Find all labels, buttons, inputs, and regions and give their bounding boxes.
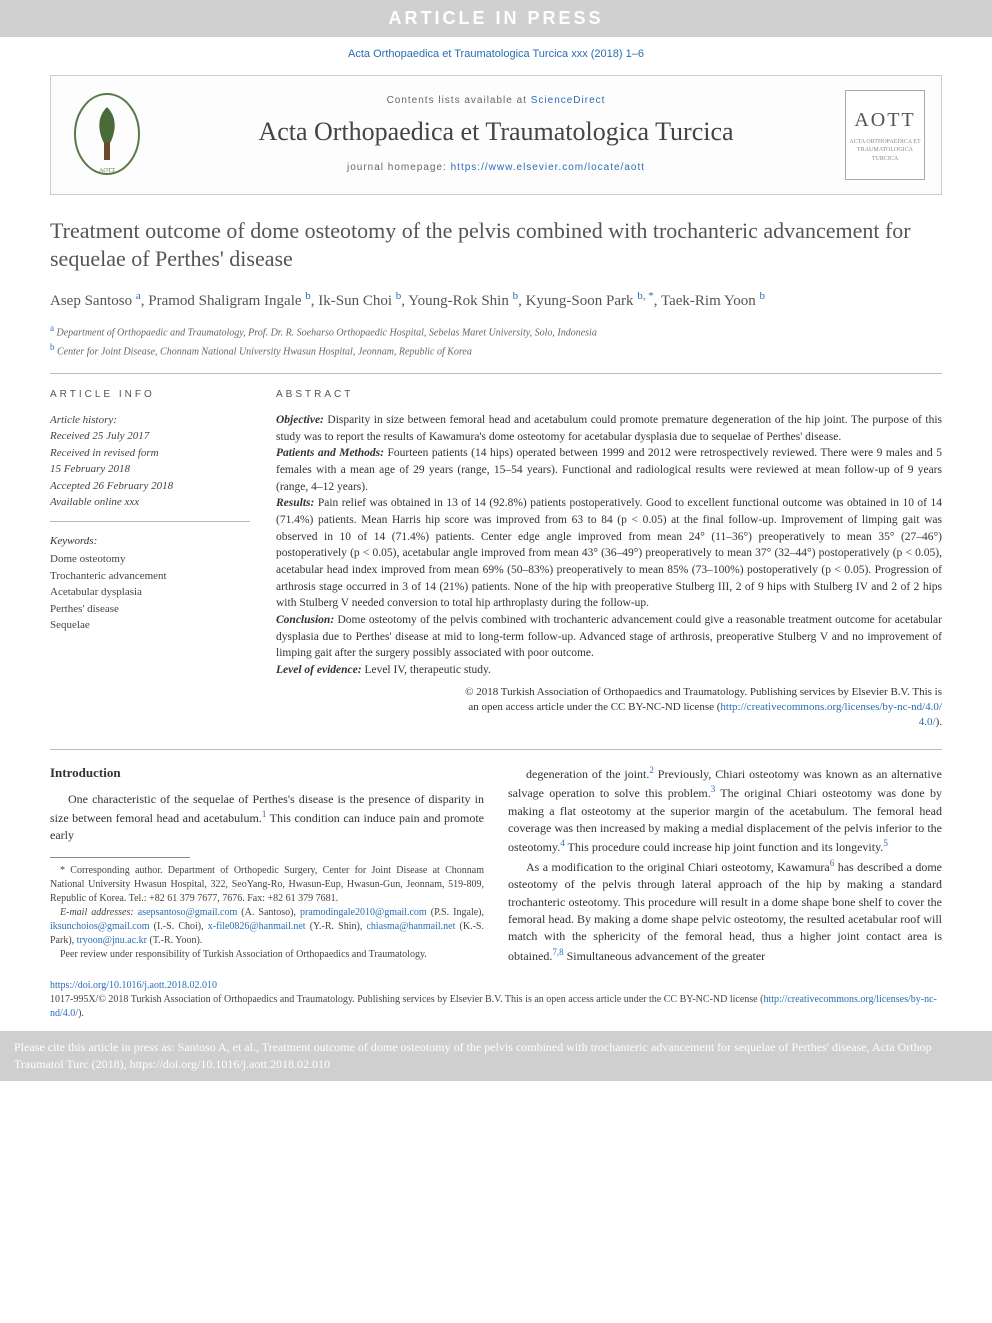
email-link[interactable]: tryoon@jnu.ac.kr bbox=[77, 935, 147, 946]
in-press-banner: ARTICLE IN PRESS bbox=[0, 0, 992, 37]
email-link[interactable]: chiasma@hanmail.net bbox=[366, 921, 455, 932]
author: Young-Rok Shin b bbox=[408, 293, 518, 309]
author: Ik-Sun Choi b bbox=[318, 293, 401, 309]
divider bbox=[50, 749, 942, 750]
journal-header: AOTT Contents lists available at Science… bbox=[50, 75, 942, 195]
sciencedirect-link[interactable]: ScienceDirect bbox=[531, 95, 606, 106]
author: Asep Santoso a bbox=[50, 293, 141, 309]
email-link[interactable]: x-file0826@hanmail.net bbox=[208, 921, 306, 932]
svg-text:AOTT: AOTT bbox=[99, 168, 115, 174]
society-logo: AOTT bbox=[67, 90, 147, 180]
email-link[interactable]: iksunchoios@gmail.com bbox=[50, 921, 149, 932]
peer-review-note: Peer review under responsibility of Turk… bbox=[50, 948, 484, 962]
affiliation-marker: b bbox=[513, 290, 519, 302]
abstract-body: Objective: Disparity in size between fem… bbox=[276, 412, 942, 679]
article-body: Introduction One characteristic of the s… bbox=[50, 764, 942, 965]
affiliation-marker: b, * bbox=[637, 290, 654, 302]
email-link[interactable]: pramodingale2010@gmail.com bbox=[300, 907, 427, 918]
citation-ref[interactable]: 7,8 bbox=[552, 947, 563, 957]
doi-block: https://doi.org/10.1016/j.aott.2018.02.0… bbox=[50, 979, 942, 1021]
email-addresses: E-mail addresses: asepsantoso@gmail.com … bbox=[50, 906, 484, 948]
author: Kyung-Soon Park b, * bbox=[526, 293, 654, 309]
contents-available: Contents lists available at ScienceDirec… bbox=[147, 94, 845, 108]
affiliations: a Department of Orthopaedic and Traumato… bbox=[50, 322, 942, 359]
article-info-label: ARTICLE INFO bbox=[50, 388, 250, 402]
author-list: Asep Santoso a, Pramod Shaligram Ingale … bbox=[50, 288, 942, 313]
body-para: One characteristic of the sequelae of Pe… bbox=[50, 791, 484, 845]
body-para: degeneration of the joint.2 Previously, … bbox=[508, 764, 942, 857]
article-history: Article history: Received 25 July 2017Re… bbox=[50, 412, 250, 522]
intro-heading: Introduction bbox=[50, 764, 484, 783]
affiliation-marker: b bbox=[396, 290, 402, 302]
homepage-link[interactable]: https://www.elsevier.com/locate/aott bbox=[451, 162, 645, 173]
citation-ref[interactable]: 5 bbox=[883, 838, 888, 848]
journal-homepage: journal homepage: https://www.elsevier.c… bbox=[147, 161, 845, 175]
cite-this-article-box: Please cite this article in press as: Sa… bbox=[0, 1031, 992, 1081]
affiliation-marker: b bbox=[305, 290, 311, 302]
license-link-tail[interactable]: 4.0/ bbox=[919, 716, 936, 728]
footnote-separator bbox=[50, 857, 190, 858]
article-title: Treatment outcome of dome osteotomy of t… bbox=[50, 217, 942, 274]
abstract-label: ABSTRACT bbox=[276, 388, 942, 402]
keywords-list: Dome osteotomyTrochanteric advancementAc… bbox=[50, 551, 250, 634]
journal-name: Acta Orthopaedica et Traumatologica Turc… bbox=[147, 114, 845, 150]
keywords-label: Keywords: bbox=[50, 534, 250, 549]
affiliation-marker: b bbox=[760, 290, 766, 302]
affiliation-marker: a bbox=[136, 290, 141, 302]
author: Pramod Shaligram Ingale b bbox=[148, 293, 311, 309]
citation-line: Acta Orthopaedica et Traumatologica Turc… bbox=[50, 47, 942, 62]
footnotes: * Corresponding author. Department of Or… bbox=[50, 864, 484, 962]
body-para: As a modification to the original Chiari… bbox=[508, 857, 942, 965]
author: Taek-Rim Yoon b bbox=[661, 293, 765, 309]
email-link[interactable]: asepsantoso@gmail.com bbox=[138, 907, 237, 918]
doi-link[interactable]: https://doi.org/10.1016/j.aott.2018.02.0… bbox=[50, 980, 217, 991]
corresponding-author-note: * Corresponding author. Department of Or… bbox=[50, 864, 484, 906]
copyright-notice: © 2018 Turkish Association of Orthopaedi… bbox=[276, 685, 942, 731]
divider bbox=[50, 373, 942, 374]
license-link[interactable]: http://creativecommons.org/licenses/by-n… bbox=[720, 701, 942, 713]
journal-cover-thumb: AOTT ACTA ORTHOPAEDICA ET TRAUMATOLOGICA… bbox=[845, 90, 925, 180]
